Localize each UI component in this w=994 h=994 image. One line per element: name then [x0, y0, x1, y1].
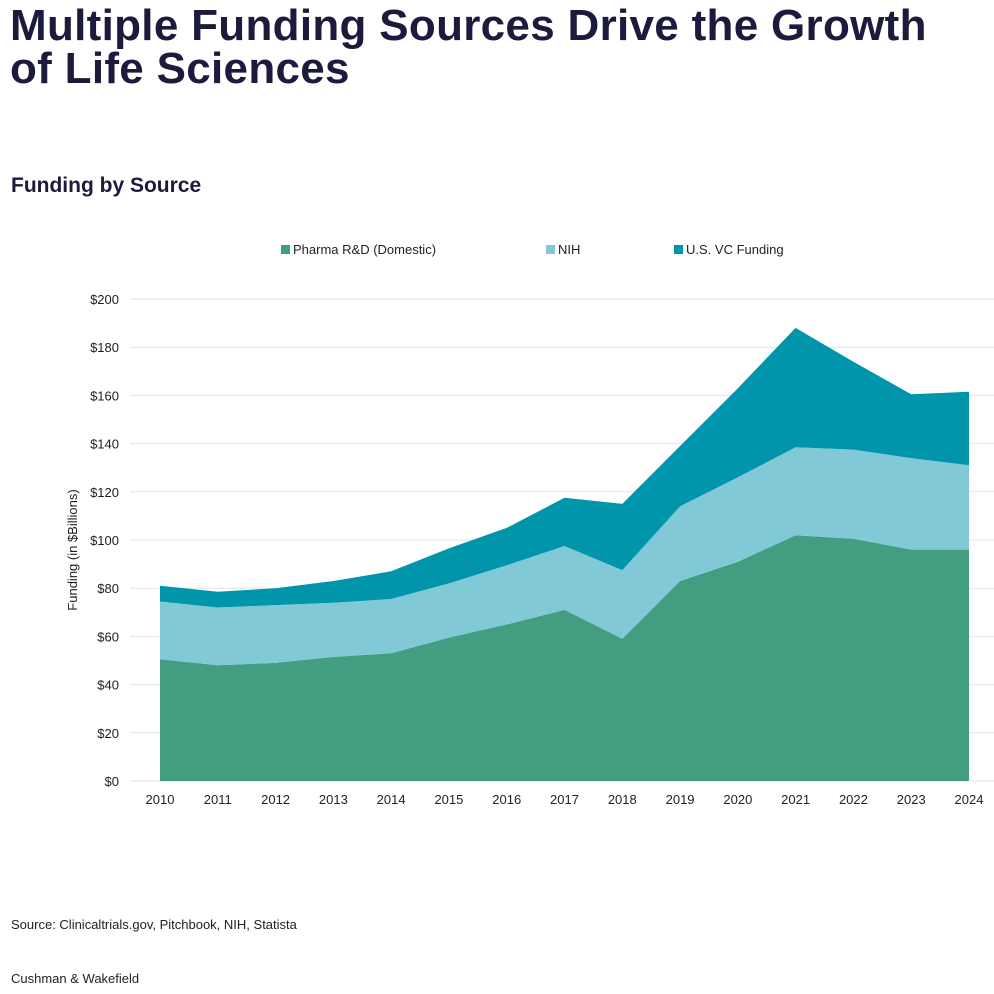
title-line-1: Multiple Funding Sources Drive the Growt…	[10, 4, 927, 50]
legend-item-nih: NIH	[546, 242, 580, 257]
x-tick-label: 2012	[261, 792, 290, 807]
x-tick-label: 2015	[434, 792, 463, 807]
legend-label-vc: U.S. VC Funding	[686, 242, 784, 257]
chart-legend: Pharma R&D (Domestic) NIH U.S. VC Fundin…	[0, 242, 994, 260]
y-tick-label: $140	[90, 437, 119, 452]
y-tick-label: $80	[97, 581, 119, 596]
x-tick-label: 2018	[608, 792, 637, 807]
x-tick-label: 2010	[146, 792, 175, 807]
area-series-2	[160, 327, 969, 608]
x-tick-label: 2022	[839, 792, 868, 807]
y-tick-label: $20	[97, 726, 119, 741]
y-tick-label: $60	[97, 629, 119, 644]
y-tick-label: $40	[97, 678, 119, 693]
legend-swatch-vc	[674, 245, 683, 254]
page-title: Multiple Funding Sources Drive the Growt…	[10, 4, 994, 90]
source-note: Source: Clinicaltrials.gov, Pitchbook, N…	[11, 917, 297, 932]
legend-label-pharma: Pharma R&D (Domestic)	[293, 242, 437, 257]
legend-label-nih: NIH	[558, 242, 581, 257]
area-series	[160, 327, 969, 781]
y-tick-label: $180	[90, 340, 119, 355]
y-tick-label: $0	[105, 774, 119, 789]
legend-swatch-nih	[546, 245, 555, 254]
legend-swatch-pharma	[281, 245, 290, 254]
x-tick-label: 2023	[897, 792, 926, 807]
y-tick-label: $200	[90, 292, 119, 307]
x-tick-label: 2016	[492, 792, 521, 807]
y-tick-label: $120	[90, 485, 119, 500]
x-tick-label: 2011	[204, 792, 232, 807]
x-tick-label: 2014	[377, 792, 406, 807]
legend-item-vc: U.S. VC Funding	[674, 242, 784, 257]
title-line-2: of Life Sciences	[10, 44, 350, 91]
area-series-0	[160, 535, 969, 781]
x-tick-label: 2013	[319, 792, 348, 807]
chart-subtitle: Funding by Source	[11, 174, 202, 197]
y-axis-ticks: $0 $20 $40 $60 $80 $100 $120 $140 $160 $180 $200	[90, 292, 119, 789]
stacked-area-chart: $0 $20 $40 $60 $80 $100 $120 $140 $160 $180 $200 2…	[65, 292, 994, 807]
area-series-1	[160, 447, 969, 666]
y-tick-label: $100	[90, 533, 119, 548]
brand-name: Cushman & Wakefield	[11, 971, 140, 986]
x-tick-label: 2019	[666, 792, 695, 807]
x-tick-label: 2017	[550, 792, 579, 807]
legend-item-pharma: Pharma R&D (Domestic)	[281, 242, 436, 257]
y-axis-label: Funding (in $Billions)	[65, 489, 80, 610]
x-axis-ticks: 2010 2011 2012 2013 2014 2015 2016 2017 2018 2019…	[146, 792, 984, 807]
x-tick-label: 2021	[781, 792, 810, 807]
x-tick-label: 2020	[723, 792, 752, 807]
y-tick-label: $160	[90, 388, 119, 403]
x-tick-label: 2024	[955, 792, 984, 807]
